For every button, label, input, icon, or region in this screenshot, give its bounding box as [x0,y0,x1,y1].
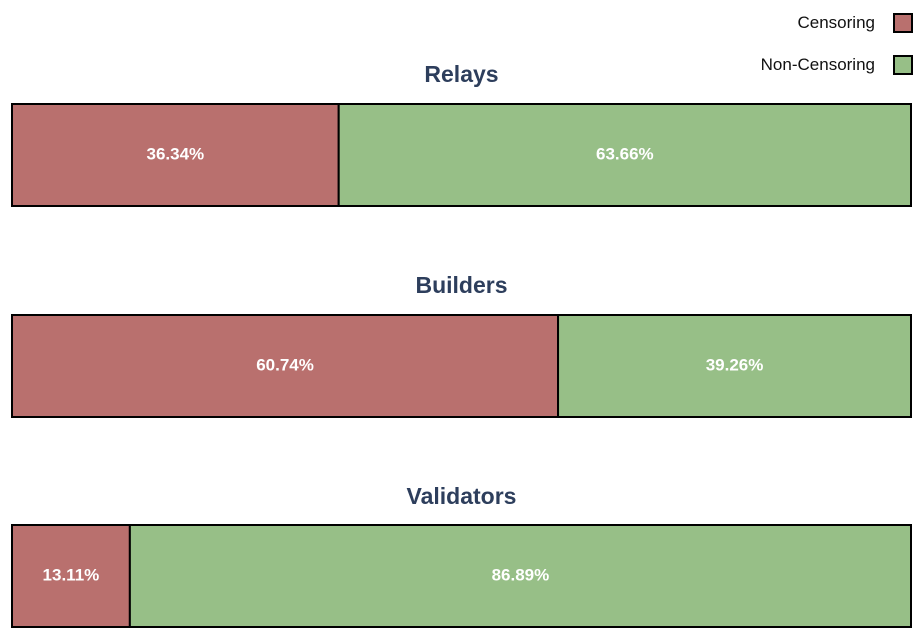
bar-segment-relays-censoring [11,103,340,207]
bar-segment-builders-censoring [11,314,560,418]
data-label-builders-non-censoring: 39.26% [706,355,764,374]
legend: Censoring Non-Censoring [613,10,913,94]
legend-label-censoring: Censoring [797,13,876,32]
legend-item-non-censoring: Non-Censoring [613,52,913,78]
bar-segment-relays-non-censoring [337,103,912,207]
bar-segment-validators-non-censoring [128,524,913,628]
bar-segment-validators-censoring [11,524,131,628]
data-label-builders-censoring: 60.74% [256,355,314,374]
data-label-validators-non-censoring: 86.89% [492,565,550,584]
data-label-relays-non-censoring: 63.66% [596,144,654,163]
bar-title-validators: Validators [407,483,517,509]
bar-title-builders: Builders [415,272,507,298]
legend-label-non-censoring: Non-Censoring [760,55,875,74]
bar-segment-builders-non-censoring [557,314,912,418]
data-label-relays-censoring: 36.34% [147,144,205,163]
data-label-validators-censoring: 13.11% [43,565,100,584]
legend-swatch-non-censoring [893,55,913,75]
bar-title-relays: Relays [424,61,498,87]
legend-swatch-censoring [893,13,913,33]
legend-item-censoring: Censoring [613,10,913,36]
